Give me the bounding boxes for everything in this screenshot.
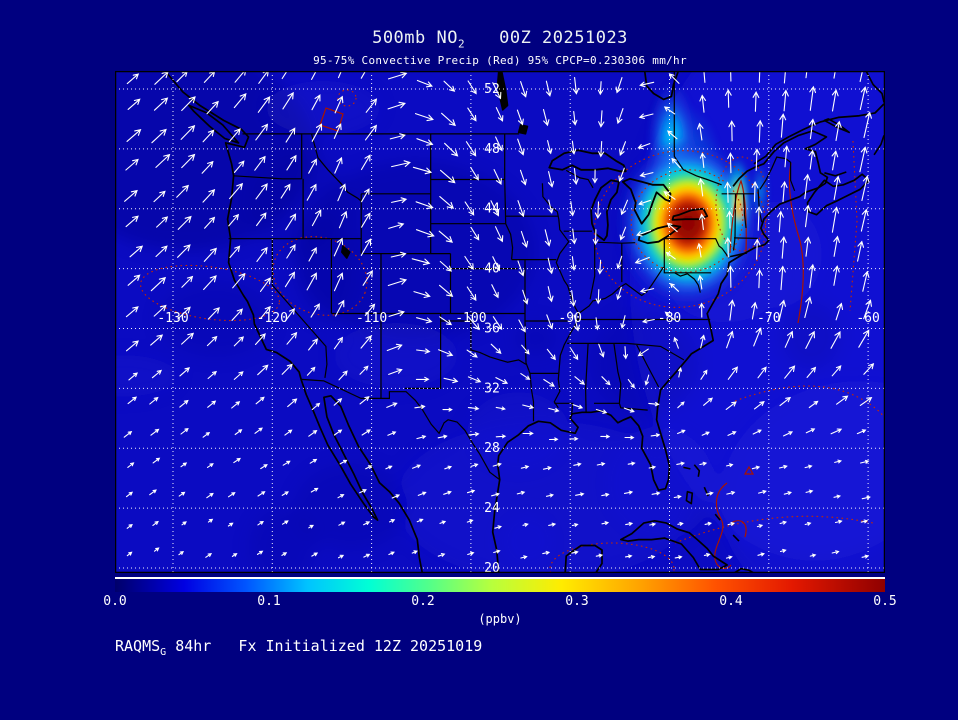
coastlines-and-lakes	[164, 70, 885, 574]
lon-label: -60	[856, 311, 879, 326]
model-run-caption: RAQMSG 84hr Fx Initialized 12Z 20251019	[115, 637, 482, 658]
colorbar-tick: 0.3	[565, 594, 589, 609]
lat-label: 40	[484, 262, 500, 277]
colorbar-units: (ppbv)	[478, 612, 522, 626]
map-plot-area: 52 48 44 40 36 32 28 24 20 -130 -120 -110 -100 -90 -80…	[55, 1, 958, 621]
lat-label: 20	[484, 561, 500, 573]
colorbar: 0.0 0.1 0.2 0.3 0.4 0.5 (ppbv)	[103, 577, 897, 626]
map-plot: 52 48 44 40 36 32 28 24 20 -130 -120 -110 -100 -90 -80…	[55, 1, 958, 621]
colorbar-tick-labels: 0.0 0.1 0.2 0.3 0.4 0.5	[103, 594, 896, 610]
lat-label: 36	[484, 321, 500, 336]
colorbar-tick: 0.4	[719, 594, 743, 609]
lon-label: -110	[356, 311, 387, 326]
lon-label: -120	[257, 311, 288, 326]
lat-label: 44	[484, 202, 500, 217]
map-frame	[114, 70, 886, 574]
convective-precip-contours-solid	[319, 107, 804, 570]
colorbar-tick: 0.0	[103, 594, 127, 609]
lat-label: 52	[484, 82, 500, 97]
state-and-national-borders	[228, 71, 796, 481]
grid-labels: 52 48 44 40 36 32 28 24 20 -130 -120 -110 -100 -90 -80…	[157, 82, 879, 576]
chart-subtitle: 95-75% Convective Precip (Red) 95% CPCP=…	[313, 54, 687, 68]
lon-label: -130	[157, 311, 188, 326]
colorbar-tick: 0.2	[411, 594, 435, 609]
wind-vectors	[123, 54, 875, 560]
lat-label: 24	[484, 501, 500, 516]
title-variable-subscript: 2	[457, 37, 466, 51]
no2-hotspot	[616, 137, 760, 309]
model-name: RAQMS	[115, 637, 161, 655]
colorbar-top-rule	[115, 577, 885, 579]
colorbar-gradient	[115, 579, 885, 592]
lon-label: -90	[558, 311, 581, 326]
forecast-hour: 84hr	[166, 637, 212, 655]
title-valid-time: 00Z 20251023	[499, 28, 628, 48]
lon-label: -100	[455, 311, 486, 326]
chart-header: 500mb NO2 00Z 20251023 95-75% Convective …	[115, 28, 885, 67]
lat-label: 32	[484, 381, 500, 396]
lon-label: -80	[658, 311, 681, 326]
initialization-text: Fx Initialized 12Z 20251019	[211, 637, 483, 655]
lat-label: 28	[484, 441, 500, 456]
lat-label: 48	[484, 142, 500, 157]
colorbar-tick: 0.1	[257, 594, 281, 609]
lon-label: -70	[757, 311, 780, 326]
title-variable: 500mb NO	[372, 28, 458, 48]
model-name-subscript: G	[160, 647, 167, 658]
colorbar-tick: 0.5	[873, 594, 897, 609]
chart-title: 500mb NO2 00Z 20251023	[115, 28, 885, 50]
